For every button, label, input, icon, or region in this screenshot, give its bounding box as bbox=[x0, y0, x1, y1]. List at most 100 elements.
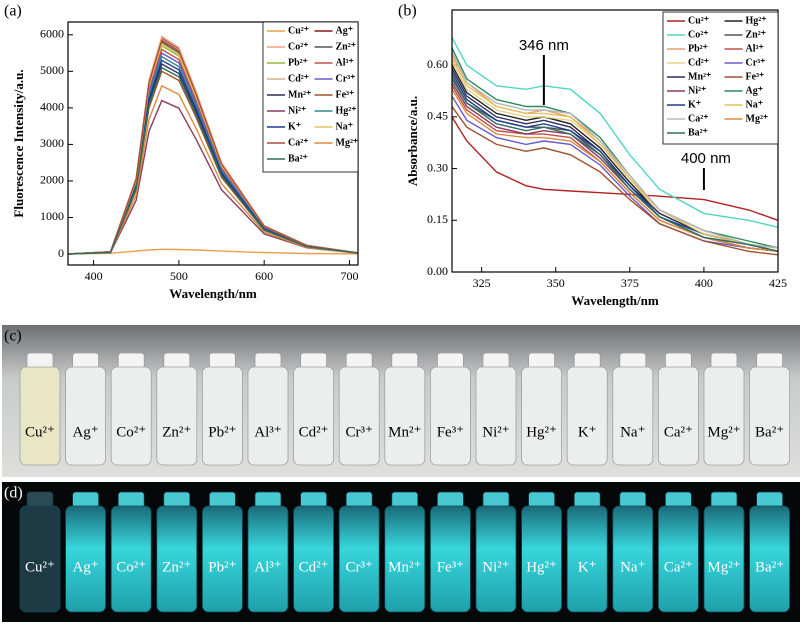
vial-label: Fe³⁺ bbox=[437, 424, 464, 440]
vial-body bbox=[293, 505, 335, 613]
vial-body bbox=[429, 366, 471, 466]
vial-label: Mn²⁺ bbox=[388, 559, 421, 575]
vial-body bbox=[429, 505, 471, 613]
vial-body bbox=[703, 366, 745, 466]
vial-label: Ni²⁺ bbox=[482, 424, 509, 440]
vial-body bbox=[612, 366, 654, 466]
x-tick-label: 400 bbox=[85, 269, 103, 283]
vial-label: Al³⁺ bbox=[254, 559, 281, 575]
y-tick-label: 0 bbox=[58, 246, 64, 260]
vial-label: Cd²⁺ bbox=[299, 559, 329, 575]
y-axis-label: Fluorescence Intensity/a.u. bbox=[11, 69, 26, 217]
annotation: 346 nm bbox=[519, 37, 569, 54]
series-line bbox=[68, 39, 358, 255]
vial-label: Co²⁺ bbox=[116, 424, 146, 440]
vial-label: Ag⁺ bbox=[72, 559, 98, 575]
panel-label: (b) bbox=[398, 3, 417, 20]
vial-label: Co²⁺ bbox=[116, 559, 146, 575]
series-line bbox=[452, 51, 778, 249]
annotation: 400 nm bbox=[681, 150, 731, 167]
vial-label: Na⁺ bbox=[620, 559, 645, 575]
series-line bbox=[68, 248, 358, 255]
vial-label: Zn²⁺ bbox=[162, 559, 191, 575]
y-tick-label: 3000 bbox=[40, 136, 64, 150]
series-line bbox=[68, 84, 358, 255]
legend-label: Ba²⁺ bbox=[688, 127, 708, 138]
vial-body bbox=[156, 366, 198, 466]
legend-label: Fe³⁺ bbox=[336, 89, 355, 100]
vial-body bbox=[156, 505, 198, 613]
vial-body bbox=[658, 505, 699, 613]
panel-label: (a) bbox=[4, 3, 22, 20]
vial-body bbox=[521, 366, 562, 466]
legend-label: K⁺ bbox=[288, 121, 301, 132]
legend-label: Ni²⁺ bbox=[688, 85, 706, 96]
vial-body bbox=[19, 366, 61, 466]
x-axis-label: Wavelength/nm bbox=[571, 293, 659, 308]
vial-label: K⁺ bbox=[578, 424, 597, 440]
vial-body bbox=[338, 366, 380, 466]
legend-label: Na⁺ bbox=[336, 121, 354, 132]
vial-label: Hg²⁺ bbox=[526, 424, 557, 440]
x-tick-label: 400 bbox=[695, 276, 713, 290]
vial-body bbox=[19, 505, 61, 613]
vial-body bbox=[521, 505, 562, 613]
y-axis-label: Absorbance/a.u. bbox=[405, 96, 420, 186]
vial-body bbox=[110, 366, 152, 466]
legend-label: Pb²⁺ bbox=[688, 43, 708, 54]
legend-label: Ba²⁺ bbox=[288, 153, 308, 164]
vial-label: Fe³⁺ bbox=[437, 559, 464, 575]
x-tick-label: 600 bbox=[255, 269, 273, 283]
legend-label: Mn²⁺ bbox=[688, 71, 711, 82]
legend-label: Al³⁺ bbox=[746, 43, 764, 54]
vial-body bbox=[749, 366, 790, 466]
vial-body bbox=[338, 505, 380, 613]
legend-label: Mn²⁺ bbox=[288, 89, 311, 100]
legend-label: Pb²⁺ bbox=[288, 57, 308, 68]
vial-body bbox=[475, 505, 517, 613]
legend-label: Hg²⁺ bbox=[336, 105, 357, 116]
vial-label: Hg²⁺ bbox=[526, 559, 557, 575]
vial-label: Ca²⁺ bbox=[664, 559, 693, 575]
vial-label: Cd²⁺ bbox=[299, 424, 329, 440]
vial-body bbox=[201, 366, 243, 466]
vial-body bbox=[566, 366, 608, 466]
vial-label: Mg²⁺ bbox=[707, 424, 740, 440]
legend-label: Zn²⁺ bbox=[746, 29, 767, 40]
panel-label: (c) bbox=[4, 328, 22, 345]
vial-body bbox=[612, 505, 654, 613]
legend-label: Na⁺ bbox=[746, 99, 764, 110]
legend-label: Ca²⁺ bbox=[688, 113, 709, 124]
vial-label: Zn²⁺ bbox=[162, 424, 191, 440]
vial-label: K⁺ bbox=[578, 559, 597, 575]
vial-body bbox=[475, 366, 517, 466]
vial-body bbox=[65, 366, 106, 466]
legend-label: Mg²⁺ bbox=[746, 113, 769, 124]
legend-box bbox=[662, 11, 779, 145]
vial-body bbox=[201, 505, 243, 613]
vial-label: Al³⁺ bbox=[254, 424, 281, 440]
legend-label: Al³⁺ bbox=[336, 57, 354, 68]
vial-label: Ca²⁺ bbox=[664, 424, 693, 440]
legend-label: Zn²⁺ bbox=[336, 41, 357, 52]
y-tick-label: 4000 bbox=[40, 100, 64, 114]
legend-label: Cu²⁺ bbox=[288, 25, 309, 36]
y-tick-label: 0.15 bbox=[427, 212, 448, 226]
legend-label: Hg²⁺ bbox=[746, 15, 767, 26]
y-tick-label: 0.00 bbox=[427, 264, 448, 278]
y-tick-label: 6000 bbox=[40, 27, 64, 41]
legend-label: Fe³⁺ bbox=[746, 71, 765, 82]
vial-body bbox=[658, 366, 699, 466]
series-line bbox=[68, 66, 358, 255]
legend-label: Ag⁺ bbox=[746, 85, 764, 96]
series-line bbox=[452, 37, 778, 228]
legend-label: Cr³⁺ bbox=[746, 57, 766, 68]
legend-label: Cr³⁺ bbox=[336, 73, 356, 84]
x-tick-label: 325 bbox=[473, 276, 491, 290]
series-line bbox=[452, 78, 778, 252]
y-tick-label: 5000 bbox=[40, 63, 64, 77]
legend-label: K⁺ bbox=[688, 99, 701, 110]
vial-label: Ba²⁺ bbox=[755, 559, 784, 575]
vial-label: Mn²⁺ bbox=[388, 424, 421, 440]
y-tick-label: 1000 bbox=[40, 209, 64, 223]
